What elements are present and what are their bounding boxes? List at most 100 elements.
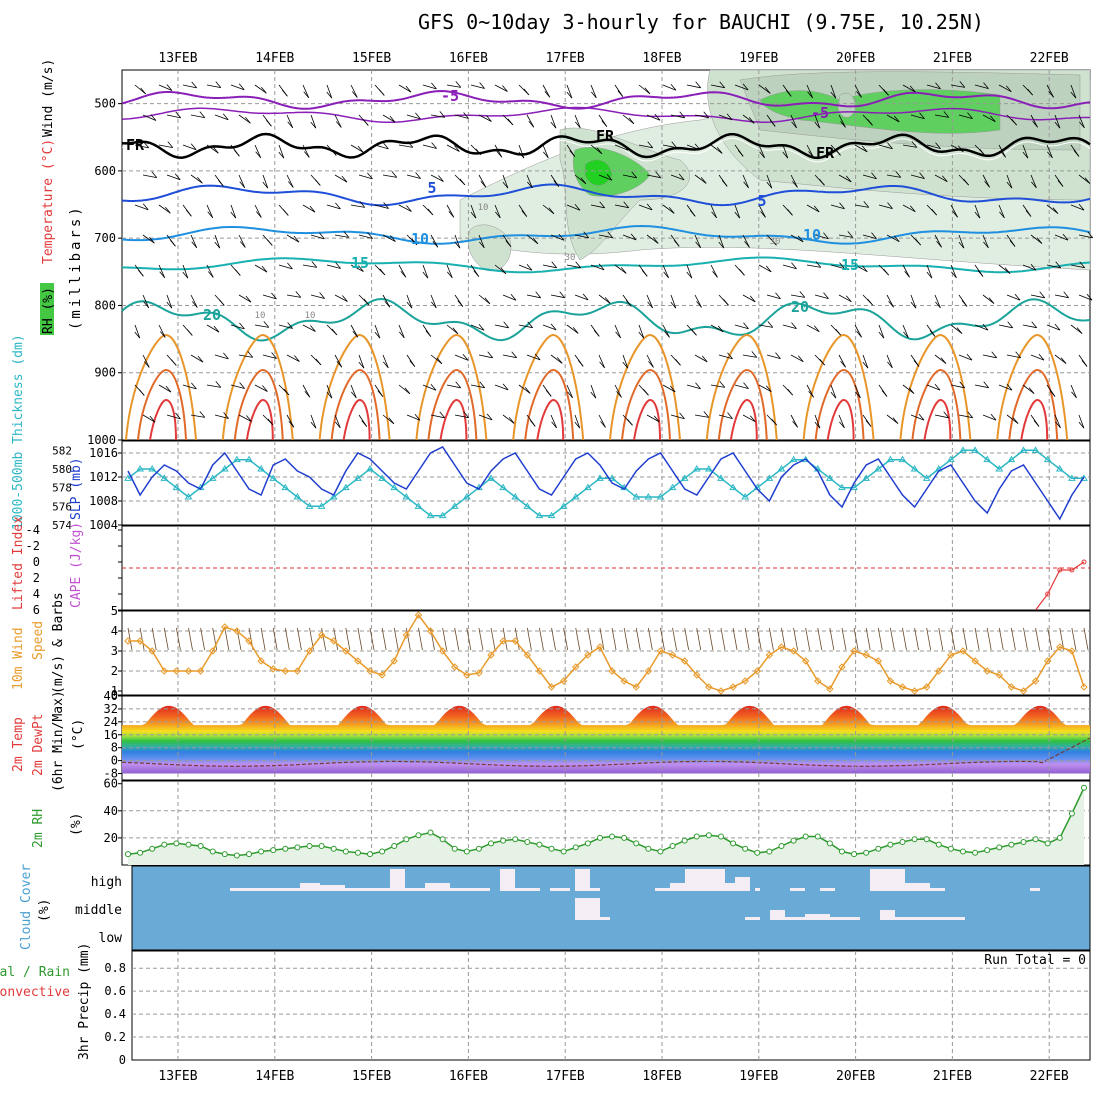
wind-barb-flag — [823, 232, 829, 240]
wind-barb-flag — [207, 271, 214, 278]
data-point — [959, 446, 967, 453]
pressure-axis: 500 600 700 800 900 1000 — [87, 97, 122, 447]
wind10-barb — [381, 627, 387, 651]
wind-barb-flag — [982, 323, 989, 331]
wind-barb — [950, 384, 965, 389]
wind-barb — [326, 264, 341, 269]
data-point — [1032, 836, 1039, 843]
wind-barb-flag — [1012, 417, 1019, 424]
wind-barb-flag — [548, 207, 555, 215]
wind-barb-flag — [967, 411, 974, 418]
wind-barb — [742, 354, 757, 358]
wind-barb — [254, 84, 267, 94]
data-point — [922, 474, 931, 481]
wind-barb — [238, 234, 246, 248]
wind-barb-flag — [574, 421, 581, 429]
wind-barb-flag — [278, 151, 285, 159]
wind-barb-flag — [245, 116, 251, 124]
data-point — [414, 502, 423, 509]
data-point — [717, 687, 725, 695]
data-point — [656, 493, 665, 500]
wind-barb — [710, 84, 725, 89]
wind-barb-flag — [726, 113, 733, 121]
wind-barb-flag — [791, 262, 797, 270]
cloud-bar-high — [670, 883, 685, 891]
wind-barb — [374, 204, 389, 209]
wind-barb-flag — [215, 381, 222, 388]
data-point — [887, 841, 894, 848]
wind-barb — [166, 114, 181, 119]
wind-barb — [622, 234, 637, 241]
wind-barbs — [134, 81, 1094, 429]
wind-barb-flag — [958, 241, 965, 249]
wind-barb-flag — [197, 355, 204, 363]
tick-label: 0 — [119, 1053, 126, 1067]
wind-barb-flag — [566, 91, 573, 99]
data-point — [426, 511, 435, 519]
wind-barb — [310, 414, 317, 429]
wind-barb-flag — [647, 301, 653, 309]
contour-25 — [125, 333, 197, 441]
slp-panel: 1016 1012 1008 1004 582 580 578 576 574 — [52, 440, 1091, 532]
wind-barb — [782, 144, 789, 159]
wind-barb-flag — [439, 411, 446, 419]
wind10-barb — [1083, 627, 1089, 651]
wind-barb-flag — [484, 297, 491, 305]
data-point — [149, 845, 156, 852]
wind-barb-flag — [935, 82, 941, 90]
wind-barb-flag — [551, 261, 558, 269]
wind-barb-flag — [695, 81, 702, 89]
wind-barb — [998, 324, 1013, 329]
wind-barb — [430, 234, 439, 248]
wind-barb — [662, 144, 677, 149]
wind-barb-flag — [691, 329, 697, 336]
wind-barb — [902, 384, 915, 394]
wind-barb — [494, 324, 509, 329]
wind-barb — [502, 354, 517, 359]
data-point — [379, 848, 386, 855]
wind-barb-flag — [287, 322, 293, 329]
cloud-bar-high — [300, 883, 320, 891]
wind-barb — [838, 354, 846, 368]
wind10-barb — [720, 627, 726, 651]
wind-barb-flag — [486, 115, 492, 122]
wind-barb-flag — [743, 322, 749, 330]
wind-barb — [382, 414, 395, 425]
data-point — [535, 511, 544, 519]
wind-barb-flag — [919, 172, 925, 179]
wind10-barb — [139, 627, 145, 651]
wind-barb-flag — [502, 181, 509, 189]
precip-grid — [132, 951, 1090, 1060]
wind-barb-flag — [422, 271, 429, 279]
wind-barb — [182, 264, 189, 279]
wind-barb-flag — [943, 411, 950, 419]
data-point — [668, 651, 677, 659]
data-point — [257, 465, 265, 472]
data-point — [269, 665, 277, 673]
data-point — [342, 848, 349, 855]
wind-barb — [254, 324, 269, 328]
wind-barb-flag — [404, 387, 411, 395]
wind10-barb — [962, 627, 968, 651]
series-line — [127, 446, 1085, 521]
wind-barb-flag — [839, 421, 845, 429]
wind-barb — [854, 264, 868, 273]
wind-barb-flag — [363, 298, 370, 306]
wind-barb-flag — [1052, 207, 1059, 214]
wind-barb-flag — [542, 151, 549, 159]
wind-barb — [902, 84, 916, 93]
wind-barb — [734, 204, 741, 219]
wind-barb-flag — [792, 421, 798, 428]
wind-barb-flag — [271, 352, 277, 359]
wind-barb — [934, 174, 948, 183]
wind-barb — [614, 324, 621, 339]
contour-label: 10 — [803, 226, 821, 244]
wind-barb — [286, 174, 294, 188]
wind-barb-flag — [835, 149, 841, 156]
wind-barb — [646, 294, 653, 309]
wind-barb-flag — [261, 265, 268, 273]
wind-barb — [790, 354, 804, 363]
wind-barb — [190, 234, 198, 248]
wind10-barb — [526, 627, 532, 651]
wind-barb — [310, 234, 325, 240]
